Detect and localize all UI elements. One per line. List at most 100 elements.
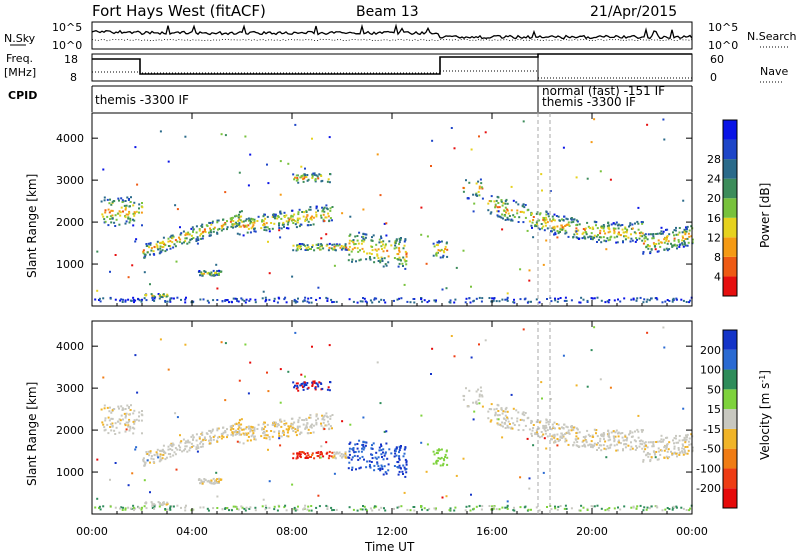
velocity-point <box>685 509 688 511</box>
power-point <box>385 264 388 267</box>
velocity-point <box>185 504 187 507</box>
power-point <box>653 243 656 246</box>
velocity-point <box>440 456 443 459</box>
power-point <box>670 242 672 245</box>
power-point <box>209 230 212 233</box>
power-point <box>315 298 318 301</box>
power-point <box>366 301 368 304</box>
velocity-point <box>575 435 578 438</box>
power-point <box>472 299 475 302</box>
velocity-point <box>152 503 155 506</box>
time-axis: 00:00 04:00 08:00 12:00 16:00 20:00 00:00 <box>76 113 708 538</box>
power-point <box>683 230 686 232</box>
velocity-point <box>636 505 639 508</box>
velocity-point <box>670 450 672 453</box>
velocity-point <box>613 444 616 447</box>
velocity-point <box>554 441 557 444</box>
power-ylabel: Slant Range [km] <box>25 174 39 278</box>
power-point <box>354 243 357 245</box>
velocity-point <box>622 448 624 451</box>
power-point <box>315 211 318 214</box>
power-point <box>304 219 307 222</box>
power-point <box>198 270 201 272</box>
velocity-point <box>274 421 277 424</box>
velocity-point <box>553 436 556 439</box>
power-point <box>643 237 646 240</box>
velocity-point <box>492 505 495 508</box>
velocity-point <box>642 460 645 463</box>
velocity-point <box>387 463 390 466</box>
velocity-point <box>340 453 343 455</box>
power-point <box>641 222 644 225</box>
power-point <box>586 301 589 303</box>
power-point <box>250 227 253 230</box>
velocity-point <box>660 449 663 452</box>
velocity-point <box>164 458 167 461</box>
velocity-point <box>591 505 594 508</box>
velocity-point <box>344 451 347 454</box>
colorbar-tick-label: 4 <box>714 270 721 283</box>
velocity-point <box>111 425 114 428</box>
power-point <box>364 236 367 239</box>
velocity-point <box>371 509 374 512</box>
velocity-point <box>369 464 371 466</box>
power-point <box>380 256 383 259</box>
power-point <box>516 209 519 212</box>
power-point <box>195 240 198 242</box>
velocity-point <box>598 444 601 447</box>
power-point <box>232 297 235 300</box>
power-point <box>162 245 165 248</box>
power-point <box>473 202 476 205</box>
power-point <box>681 231 684 234</box>
velocity-point <box>522 429 525 432</box>
power-point <box>328 181 331 184</box>
velocity-point <box>202 506 205 509</box>
power-point <box>681 242 684 245</box>
velocity-point <box>289 425 292 428</box>
power-point <box>544 224 547 227</box>
power-point <box>140 300 143 303</box>
power-point <box>607 226 610 229</box>
power-point <box>353 243 356 246</box>
velocity-point <box>683 451 686 454</box>
power-point <box>515 201 518 204</box>
power-point <box>278 229 281 232</box>
power-point <box>532 219 535 221</box>
velocity-point <box>309 432 312 434</box>
power-point <box>512 199 515 202</box>
power-point <box>203 228 206 231</box>
velocity-point <box>398 470 401 473</box>
velocity-point <box>141 410 143 412</box>
velocity-point <box>638 440 641 443</box>
velocity-point <box>546 429 549 432</box>
power-point <box>320 175 323 177</box>
velocity-point <box>531 420 533 423</box>
velocity-point <box>247 425 250 428</box>
power-point <box>297 181 300 184</box>
power-point <box>378 238 381 241</box>
velocity-point <box>609 438 612 441</box>
power-point <box>688 235 691 238</box>
velocity-point <box>358 467 361 470</box>
velocity-point <box>585 441 588 444</box>
power-point <box>562 146 565 149</box>
velocity-point <box>621 432 624 434</box>
velocity-point <box>161 457 164 460</box>
power-point <box>169 245 172 247</box>
velocity-point <box>366 460 369 463</box>
power-point <box>398 297 401 300</box>
velocity-point <box>212 436 215 438</box>
power-point <box>393 299 395 302</box>
velocity-point <box>624 446 627 449</box>
power-point <box>550 230 552 233</box>
power-point <box>593 297 596 300</box>
velocity-point <box>234 433 237 436</box>
velocity-point <box>663 346 666 349</box>
velocity-point <box>114 433 117 435</box>
velocity-point <box>186 450 189 453</box>
velocity-point <box>298 425 301 428</box>
power-point <box>405 253 408 256</box>
velocity-point <box>185 445 188 448</box>
power-point <box>109 218 112 220</box>
power-point <box>420 206 423 209</box>
